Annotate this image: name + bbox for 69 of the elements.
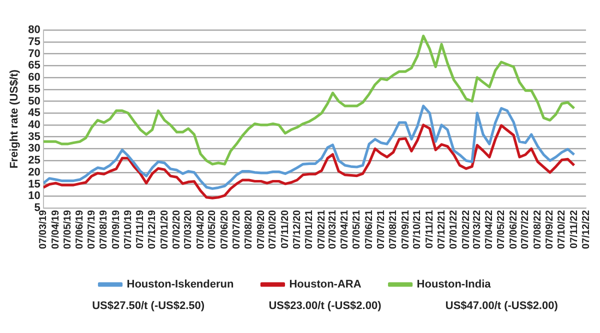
x-tick-label: 07/12/19 xyxy=(147,210,158,250)
legend-label: Houston-ARA xyxy=(289,278,362,291)
x-tick-label: 07/07/19 xyxy=(86,210,98,250)
x-tick-label: 07/08/21 xyxy=(388,210,400,250)
y-tick-label: 35 xyxy=(28,130,40,143)
x-tick-label: 07/08/20 xyxy=(244,210,255,250)
x-tick-label: 07/02/21 xyxy=(316,210,328,250)
x-tick-label: 07/03/20 xyxy=(183,210,194,250)
legend-label: Houston-India xyxy=(416,278,492,291)
x-tick-label: 07/02/20 xyxy=(172,210,183,250)
x-tick-label: 07/12/22 xyxy=(580,210,592,250)
x-tick-label: 07/05/22 xyxy=(496,210,508,250)
x-tick-label: 07/08/22 xyxy=(532,210,544,250)
x-tick-label: 07/04/20 xyxy=(195,210,206,250)
x-tick-label: 07/07/21 xyxy=(376,210,387,250)
y-tick-label: 80 xyxy=(28,24,40,36)
legend-label: Houston-Iskenderun xyxy=(126,278,234,291)
y-tick-label: 60 xyxy=(28,72,40,84)
y-tick-label: 25 xyxy=(28,154,40,167)
x-tick-label: 07/11/19 xyxy=(135,210,146,248)
y-tick-label: 5 xyxy=(34,202,40,214)
x-tick-label: 07/12/20 xyxy=(292,210,303,250)
x-tick-label: 07/01/22 xyxy=(448,210,460,250)
y-tick-label: 50 xyxy=(28,95,40,108)
x-tick-label: 07/06/22 xyxy=(508,210,520,250)
text: US$23.00/t (-US$2.00) xyxy=(268,300,382,312)
x-tick-label: 07/10/20 xyxy=(268,210,279,250)
x-tick-label: 07/09/22 xyxy=(544,210,556,250)
x-tick-label: 07/01/20 xyxy=(159,210,170,250)
x-tick-label: 07/05/21 xyxy=(352,210,363,250)
x-tick-label: 07/02/22 xyxy=(460,210,472,250)
x-tick-label: 07/11/20 xyxy=(280,210,291,248)
x-tick-label: 07/06/21 xyxy=(364,210,375,250)
x-tick-label: 07/04/21 xyxy=(340,210,351,250)
x-tick-label: 07/07/22 xyxy=(520,210,532,250)
x-tick-label: 07/03/21 xyxy=(327,210,338,250)
x-tick-label: 07/01/21 xyxy=(304,210,316,250)
x-tick-label: 07/06/19 xyxy=(74,210,86,250)
x-tick-label: 07/09/20 xyxy=(256,210,267,250)
y-tick-label: 70 xyxy=(28,48,40,60)
y-axis-title: Freight rate (US$/t) xyxy=(8,69,21,169)
x-tick-label: 07/11/22 xyxy=(568,210,580,248)
text: US$47.00/t (-US$2.00) xyxy=(445,300,558,312)
y-tick-label: 65 xyxy=(28,60,40,72)
x-tick-label: 07/04/22 xyxy=(484,210,496,250)
x-tick-label: 07/03/22 xyxy=(472,210,483,250)
x-tick-label: 07/05/20 xyxy=(207,210,218,250)
x-tick-label: 07/07/20 xyxy=(231,210,242,250)
y-tick-label: 20 xyxy=(28,166,40,178)
y-tick-label: 55 xyxy=(28,83,40,96)
x-tick-label: 07/10/21 xyxy=(412,210,424,250)
y-tick-label: 15 xyxy=(28,178,40,190)
x-tick-label: 07/11/21 xyxy=(424,210,436,248)
x-tick-label: 07/09/21 xyxy=(400,210,412,250)
x-tick-label: 07/12/21 xyxy=(436,210,448,250)
x-tick-label: 07/09/19 xyxy=(111,210,122,250)
y-tick-label: 40 xyxy=(28,119,40,132)
y-tick-label: 45 xyxy=(28,107,40,120)
x-tick-label: 07/05/19 xyxy=(62,210,74,250)
y-tick-label: 30 xyxy=(28,142,40,155)
x-tick-label: 07/03/19 xyxy=(38,210,50,250)
y-tick-label: 10 xyxy=(28,190,40,202)
y-tick-label: 75 xyxy=(28,36,40,48)
x-tick-label: 07/10/22 xyxy=(556,210,568,250)
x-tick-label: 07/10/19 xyxy=(122,210,134,250)
x-tick-label: 07/06/20 xyxy=(219,210,230,250)
x-tick-label: 07/04/19 xyxy=(50,210,62,250)
x-tick-label: 07/08/19 xyxy=(98,210,110,250)
text: US$27.50/t (-US$2.50) xyxy=(92,300,205,312)
